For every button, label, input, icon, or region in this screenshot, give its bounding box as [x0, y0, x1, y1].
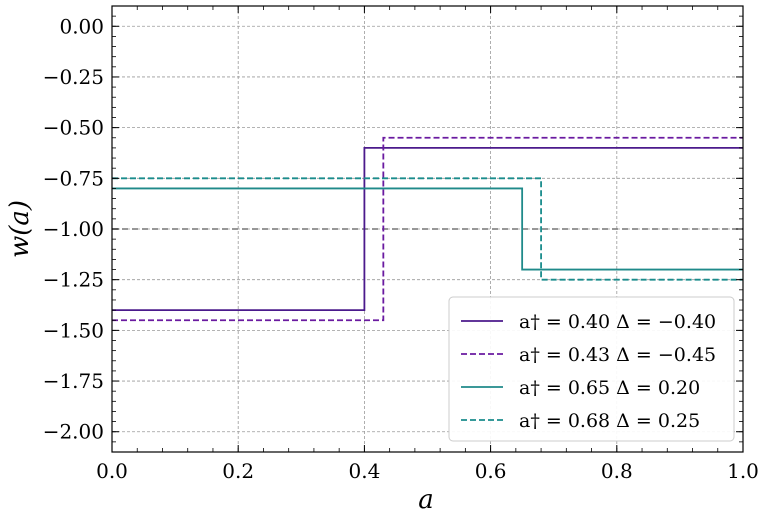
x-axis-label: a [418, 485, 434, 515]
y-tick-label: −1.00 [43, 217, 104, 241]
y-tick-label: −0.50 [43, 116, 104, 140]
y-axis-label: w(a) [5, 200, 35, 258]
legend: a† = 0.40 Δ = −0.40 a† = 0.43 Δ = −0.45 a†… [448, 296, 735, 442]
series-line-3 [112, 187, 743, 271]
y-tick-label: −0.25 [43, 65, 104, 89]
x-tick-label: 1.0 [727, 459, 759, 483]
legend-label-2: a† = 0.43 Δ = −0.45 [519, 344, 716, 366]
x-tick-label: 0.4 [348, 459, 380, 483]
x-tick-label: 0.6 [475, 459, 507, 483]
x-tick-label: 0.0 [96, 459, 128, 483]
legend-label-1: a† = 0.40 Δ = −0.40 [519, 311, 716, 333]
legend-box [448, 296, 735, 442]
series-group [112, 136, 743, 322]
y-tick-label: −2.00 [43, 420, 104, 444]
x-tick-label: 0.2 [222, 459, 254, 483]
series-line-4 [112, 177, 743, 281]
legend-label-3: a† = 0.65 Δ = 0.20 [519, 377, 700, 399]
series-line-2 [112, 136, 743, 322]
y-tick-label: −1.75 [43, 369, 104, 393]
series-line-1 [112, 147, 743, 311]
y-tick-label: −1.25 [43, 268, 104, 292]
x-tick-label: 0.8 [601, 459, 633, 483]
y-tick-label: −0.75 [43, 166, 104, 190]
y-tick-label: −1.50 [43, 318, 104, 342]
y-tick-label: 0.00 [59, 14, 104, 38]
legend-label-4: a† = 0.68 Δ = 0.25 [519, 410, 700, 432]
ticks: 0.0 0.2 0.4 0.6 0.8 1.0 0.00 −0.25 −0.50 −0.75 −1.… [43, 5, 759, 483]
